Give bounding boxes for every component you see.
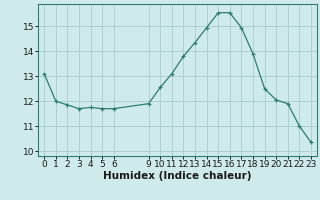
X-axis label: Humidex (Indice chaleur): Humidex (Indice chaleur) bbox=[103, 171, 252, 181]
